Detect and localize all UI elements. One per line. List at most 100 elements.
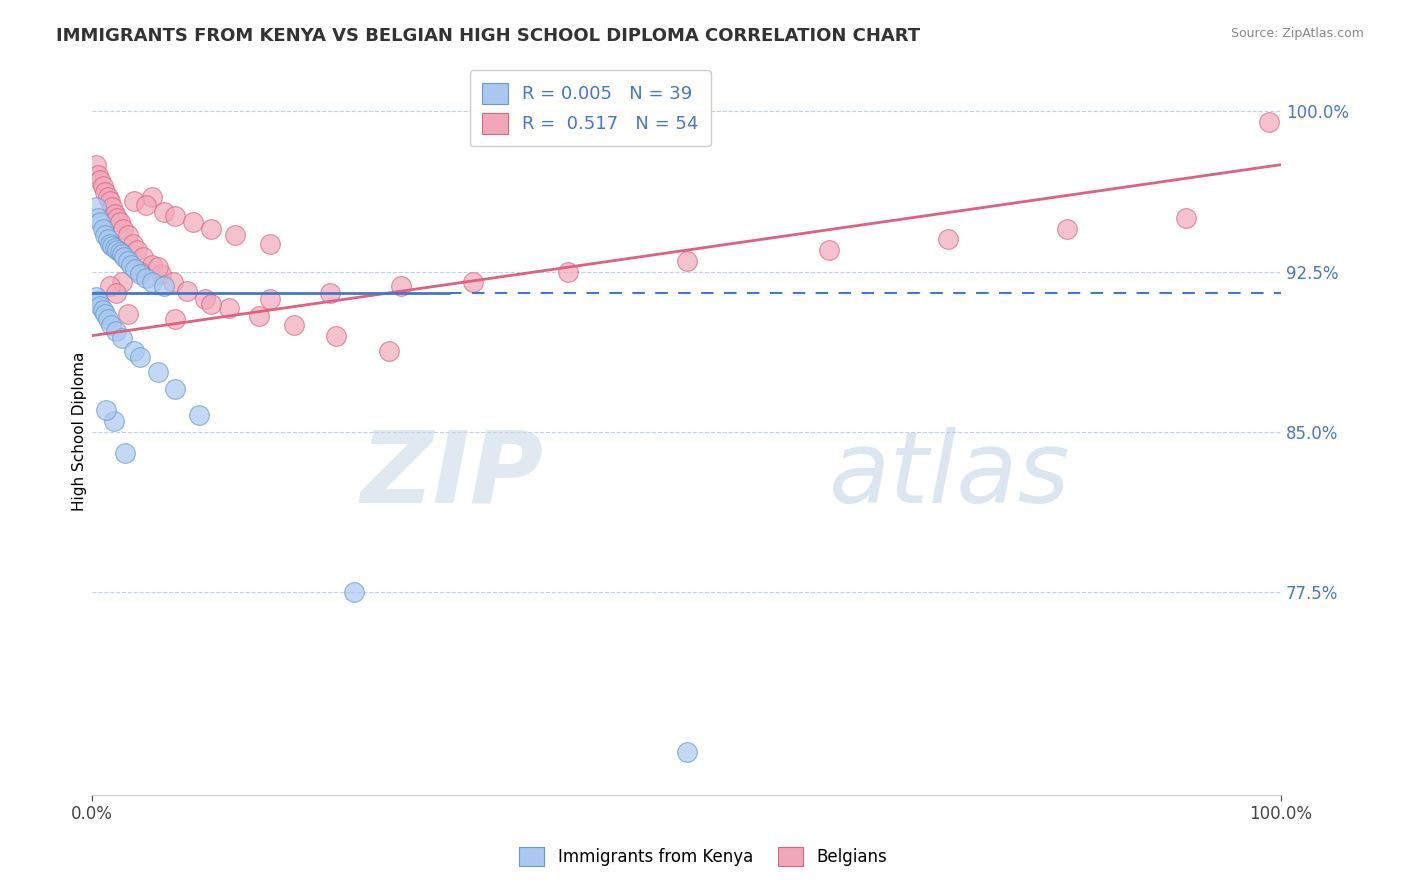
Point: [98, 279, 121, 293]
Point: [162, 275, 184, 289]
Point: [128, 350, 150, 364]
Point: [94, 228, 117, 243]
Point: [108, 215, 131, 229]
Point: [111, 247, 134, 261]
Text: IMMIGRANTS FROM KENYA VS BELGIAN HIGH SCHOOL DIPLOMA CORRELATION CHART: IMMIGRANTS FROM KENYA VS BELGIAN HIGH SC…: [56, 27, 921, 45]
Point: [121, 236, 143, 251]
Point: [108, 245, 131, 260]
Point: [87, 294, 110, 309]
Point: [176, 284, 198, 298]
Point: [936, 232, 959, 246]
Point: [105, 211, 128, 226]
Point: [152, 204, 174, 219]
Point: [389, 279, 412, 293]
Point: [120, 258, 142, 272]
Point: [181, 215, 204, 229]
Point: [94, 186, 117, 200]
Point: [146, 260, 169, 275]
Point: [194, 293, 217, 307]
Point: [84, 158, 107, 172]
Point: [98, 236, 121, 251]
Legend: Immigrants from Kenya, Belgians: Immigrants from Kenya, Belgians: [510, 838, 896, 875]
Point: [325, 328, 347, 343]
Point: [97, 190, 120, 204]
Point: [87, 211, 110, 226]
Point: [165, 209, 187, 223]
Point: [141, 190, 163, 204]
Point: [105, 243, 128, 257]
Point: [675, 253, 697, 268]
Point: [200, 221, 222, 235]
Point: [97, 311, 120, 326]
Point: [111, 275, 134, 289]
Point: [165, 311, 187, 326]
Point: [675, 745, 697, 759]
Point: [117, 228, 139, 243]
Text: atlas: atlas: [830, 427, 1071, 524]
Text: Source: ZipAtlas.com: Source: ZipAtlas.com: [1230, 27, 1364, 40]
Legend: R = 0.005   N = 39, R =  0.517   N = 54: R = 0.005 N = 39, R = 0.517 N = 54: [470, 70, 711, 146]
Point: [1174, 211, 1197, 226]
Point: [122, 194, 145, 208]
Point: [91, 179, 114, 194]
Point: [112, 250, 135, 264]
Point: [259, 236, 281, 251]
Point: [1056, 221, 1078, 235]
Point: [91, 221, 114, 235]
Point: [1258, 115, 1281, 129]
Point: [247, 310, 270, 324]
Point: [128, 267, 150, 281]
Point: [128, 264, 150, 278]
Point: [94, 307, 117, 321]
Point: [98, 194, 121, 208]
Point: [557, 264, 579, 278]
Point: [188, 408, 211, 422]
Point: [104, 324, 127, 338]
Point: [141, 275, 163, 289]
Point: [259, 293, 281, 307]
Point: [117, 253, 139, 268]
Point: [378, 343, 401, 358]
Point: [283, 318, 305, 332]
Point: [152, 279, 174, 293]
Point: [114, 446, 136, 460]
Point: [818, 243, 841, 257]
Point: [100, 318, 122, 332]
Point: [112, 221, 135, 235]
Point: [84, 290, 107, 304]
Point: [117, 307, 139, 321]
Text: ZIP: ZIP: [361, 427, 544, 524]
Point: [343, 585, 366, 599]
Point: [224, 228, 246, 243]
Point: [218, 301, 240, 315]
Point: [97, 232, 120, 246]
Point: [104, 241, 127, 255]
Point: [127, 243, 149, 257]
Point: [101, 239, 124, 253]
Point: [165, 382, 187, 396]
Point: [87, 169, 110, 183]
Point: [96, 403, 118, 417]
Point: [124, 262, 146, 277]
Point: [146, 365, 169, 379]
Point: [150, 267, 173, 281]
Point: [135, 271, 157, 285]
Point: [91, 303, 114, 318]
Point: [89, 215, 111, 229]
Point: [103, 414, 125, 428]
Point: [104, 207, 127, 221]
Point: [461, 275, 484, 289]
Point: [122, 343, 145, 358]
Point: [104, 285, 127, 300]
Point: [101, 201, 124, 215]
Point: [319, 285, 342, 300]
Point: [89, 299, 111, 313]
Y-axis label: High School Diploma: High School Diploma: [72, 352, 87, 511]
Point: [135, 198, 157, 212]
Point: [84, 201, 107, 215]
Point: [89, 172, 111, 186]
Point: [200, 296, 222, 310]
Point: [111, 331, 134, 345]
Point: [141, 258, 163, 272]
Point: [132, 250, 155, 264]
